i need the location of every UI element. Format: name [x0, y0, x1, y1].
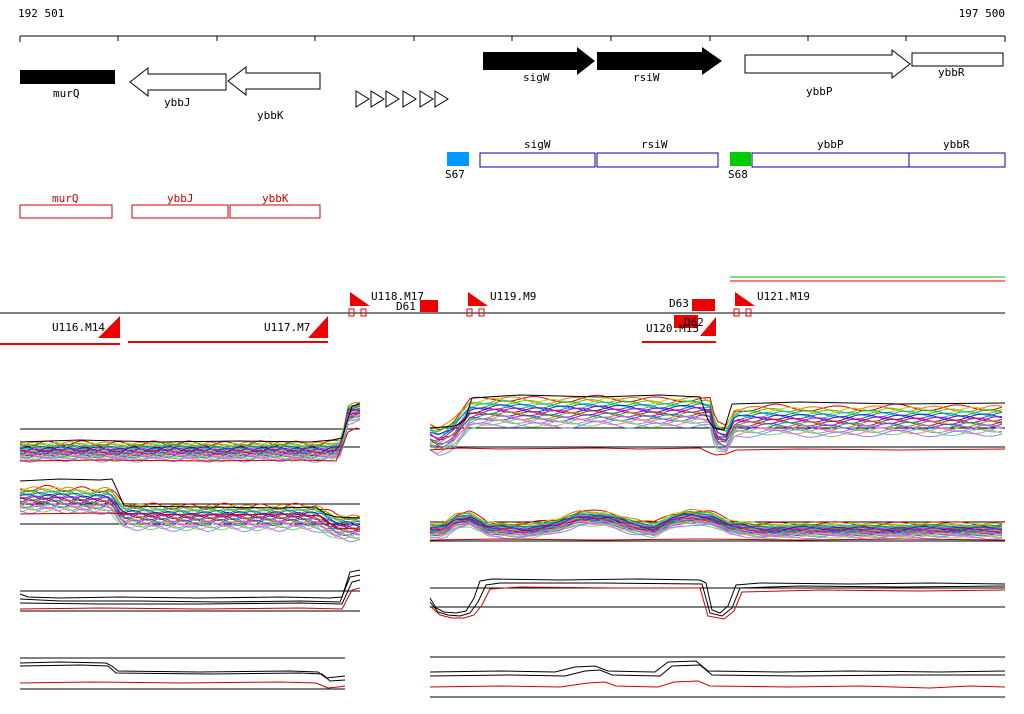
- probe-U118-label: U118.M17: [371, 290, 424, 303]
- expression-profiles: [19, 394, 1006, 698]
- gene-rsiW-label: rsiW: [633, 71, 660, 84]
- cds-ybbJ-box[interactable]: [131, 204, 229, 219]
- probe-D63-label: D63: [669, 297, 689, 310]
- ruler: [19, 35, 1006, 42]
- probe-U117-flag[interactable]: [128, 316, 328, 343]
- segment-rsiW-box[interactable]: [596, 152, 719, 168]
- probe-U121-label: U121.M19: [757, 290, 810, 303]
- gene-murQ-glyph[interactable]: [20, 70, 115, 84]
- gene-ybbP-arrow[interactable]: [744, 48, 911, 80]
- probe-D63-box[interactable]: [692, 299, 715, 311]
- gene-ybbR-glyph[interactable]: [911, 52, 1004, 67]
- segment-S67-box[interactable]: [447, 152, 469, 166]
- gene-murQ-label: murQ: [53, 87, 80, 100]
- probe-U121-flag[interactable]: [733, 292, 755, 317]
- probe-U116-flag[interactable]: [0, 316, 120, 345]
- segment-ybbR-box[interactable]: [908, 152, 1006, 168]
- gene-ybbR-label: ybbR: [938, 66, 965, 79]
- probe-D61-label: D61: [396, 300, 416, 313]
- segment-rsiW-label: rsiW: [641, 138, 668, 151]
- probe-U119-flag[interactable]: [466, 292, 488, 317]
- segment-ybbP-label: ybbP: [817, 138, 844, 151]
- segment-sigW-box[interactable]: [479, 152, 596, 168]
- probe-D62-label: D62: [684, 316, 704, 329]
- ruler-end-label: 197 500: [958, 7, 1005, 20]
- segment-S68-label: S68: [728, 168, 748, 181]
- gene-sigW-label: sigW: [523, 71, 550, 84]
- probe-D62-box[interactable]: [674, 315, 698, 328]
- ruler-start-label: 192 501: [18, 7, 65, 20]
- expr-row2-left: [19, 478, 361, 543]
- segment-ybbR-label: ybbR: [943, 138, 970, 151]
- probe-axis: [0, 276, 1005, 314]
- probe-U119-label: U119.M9: [490, 290, 537, 303]
- probe-U118-flag[interactable]: [348, 292, 370, 317]
- probe-U117-label: U117.M7: [264, 321, 311, 334]
- probe-U120-label: U120.M13: [646, 322, 699, 335]
- segment-sigW-label: sigW: [524, 138, 551, 151]
- expr-row3-right: [429, 578, 1006, 620]
- expr-row4-right: [429, 656, 1006, 698]
- gene-ybbP-label: ybbP: [806, 85, 833, 98]
- probe-U116-label: U116.M14: [52, 321, 105, 334]
- gene-ybbK-arrow[interactable]: [227, 65, 321, 97]
- cds-ybbJ-label: ybbJ: [167, 192, 194, 205]
- expr-row1-right: [429, 394, 1006, 456]
- expr-row2-right: [429, 508, 1006, 542]
- expr-row3-left: [19, 569, 361, 612]
- gene-rsiW-arrow[interactable]: [597, 47, 722, 75]
- gene-ybbK-label: ybbK: [257, 109, 284, 122]
- cds-murQ-label: murQ: [52, 192, 79, 205]
- cds-murQ-box[interactable]: [19, 204, 113, 219]
- segment-S67-label: S67: [445, 168, 465, 181]
- expr-row4-left: [19, 657, 346, 690]
- small-feature-triangles[interactable]: [355, 90, 449, 108]
- expr-row1-left: [19, 401, 361, 463]
- probe-D61-box[interactable]: [420, 300, 438, 312]
- segment-S68-box[interactable]: [730, 152, 751, 166]
- gene-sigW-arrow[interactable]: [483, 47, 595, 75]
- probe-U120-flag[interactable]: [642, 317, 716, 343]
- cds-ybbK-label: ybbK: [262, 192, 289, 205]
- segment-ybbP-box[interactable]: [751, 152, 910, 168]
- gene-ybbJ-arrow[interactable]: [129, 66, 227, 98]
- gene-ybbJ-label: ybbJ: [164, 96, 191, 109]
- cds-ybbK-box[interactable]: [229, 204, 321, 219]
